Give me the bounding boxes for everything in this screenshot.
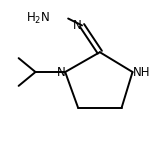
Text: N: N	[56, 66, 65, 78]
Text: H$_2$N: H$_2$N	[26, 11, 50, 26]
Text: N: N	[73, 19, 82, 32]
Text: NH: NH	[133, 66, 150, 78]
